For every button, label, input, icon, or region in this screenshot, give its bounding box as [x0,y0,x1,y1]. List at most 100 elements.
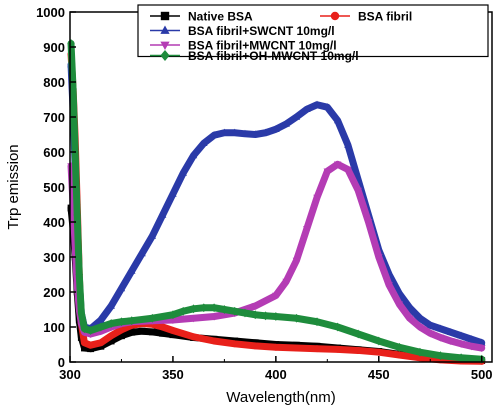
series-2-point-25 [272,125,280,132]
series-2-point-40 [426,321,434,328]
series-0-point-10 [118,332,125,340]
legend-marker-2 [160,25,170,34]
series-line-4 [67,40,486,363]
series-1-point-16 [190,333,197,341]
x-tick-label-300: 300 [59,367,81,382]
series-3-point-23 [323,168,332,176]
series-0-point-13 [148,328,156,336]
series-2-point-13 [148,231,157,239]
legend-marker-3 [160,41,170,51]
series-2-point-17 [189,151,198,159]
series-1-point-25 [375,348,383,356]
series-4-point-4 [75,270,84,279]
series-4-point-19 [230,306,239,316]
y-tick-label-300: 300 [43,250,65,265]
series-3-point-33 [426,330,434,338]
series-3-point-18 [272,292,280,300]
series-0-point-9 [107,337,115,345]
series-3-point-22 [313,194,321,202]
series-2-point-26 [282,119,290,127]
series-0-point-12 [138,327,146,335]
series-3-point-20 [292,257,301,265]
series-2-point-42 [447,328,455,335]
series-4-point-9 [107,319,115,328]
series-2-point-12 [138,249,146,257]
series-4-point-20 [241,308,249,318]
series-4-point-32 [457,353,465,363]
series-1-point-14 [159,323,167,331]
series-0-point-14 [159,329,167,337]
series-2-point-16 [179,168,187,176]
series-2-point-11 [128,266,136,274]
series-4-point-17 [210,303,218,313]
legend: Native BSA BSA fibril BSA fibril+SWCNT 10m… [137,4,489,63]
series-3-point-14 [189,315,198,323]
series-3-point-32 [416,324,424,332]
series-1-point-27 [416,354,424,362]
series-0-point-6 [81,344,88,352]
y-tick-label-400: 400 [43,215,65,230]
series-3-point-38 [477,345,486,353]
series-4-point-3 [73,210,81,220]
series-2-point-8 [97,315,105,323]
series-0 [67,204,486,365]
x-axis-title: Wavelength(nm) [226,389,335,406]
series-4-point-21 [251,310,260,320]
series-4-point-7 [86,326,95,335]
series-1-point-18 [231,340,239,348]
series-1-point-21 [293,344,300,352]
legend-label-1: BSA fibril [358,10,412,24]
series-2-point-41 [436,324,445,332]
y-axis-ticks: 0 100 200 300 400 500 600 700 800 900 1000 [36,5,76,370]
series-2-point-22 [241,129,249,137]
x-tick-label-450: 450 [368,367,390,382]
series-4-point-14 [179,306,187,316]
series-4-point-18 [220,305,229,314]
series-1-point-20 [272,343,280,351]
y-tick-label-800: 800 [43,75,65,90]
y-axis-title: Trp emission [5,144,22,229]
series-1-point-7 [87,341,94,349]
series-3-point-30 [395,301,404,309]
series-1-point-15 [169,327,177,334]
series-4-point-26 [333,322,342,332]
series-1-point-8 [97,339,105,347]
series-2-point-28 [302,105,311,113]
series-3-point-35 [447,338,455,346]
x-tick-label-500: 500 [471,367,493,382]
series-4-point-24 [292,313,301,323]
series-3-point-19 [282,278,290,286]
series-3-point-27 [364,219,373,227]
series-4-point-5 [77,308,86,318]
series-4-point-23 [272,312,280,321]
series-4-point-25 [313,317,321,327]
series-3-point-34 [436,334,445,342]
y-tick-label-100: 100 [43,320,65,335]
series-4 [67,39,486,364]
series-3-point-24 [333,161,342,169]
series-3-point-36 [457,341,465,348]
series-2-point-29 [313,100,321,108]
x-tick-label-350: 350 [162,367,184,382]
series-2-point-21 [230,128,239,136]
series-1-point-10 [118,326,125,334]
legend-label-3: BSA fibril+MWCNT 10mg/l [188,39,337,53]
series-4-point-12 [148,313,157,323]
legend-label-0: Native BSA [188,10,253,24]
series-4-point-22 [261,311,270,321]
series-2-point-43 [457,331,465,339]
series-2-point-27 [292,112,301,120]
series-0-point-15 [169,331,177,339]
plot-frame [69,11,493,363]
series-2-point-23 [251,130,260,138]
series-1-point-26 [395,351,403,359]
series-4-point-31 [436,351,445,361]
series-4-point-29 [395,342,404,352]
legend-label-2: BSA fibril+SWCNT 10mg/l [188,24,335,38]
series-4-point-13 [169,310,177,320]
series-4-point-16 [200,303,208,313]
series-4-point-28 [375,336,383,346]
series-line-2 [67,61,486,347]
y-tick-label-700: 700 [43,110,65,125]
x-axis-ticks: 300 350 400 450 500 [59,356,493,382]
